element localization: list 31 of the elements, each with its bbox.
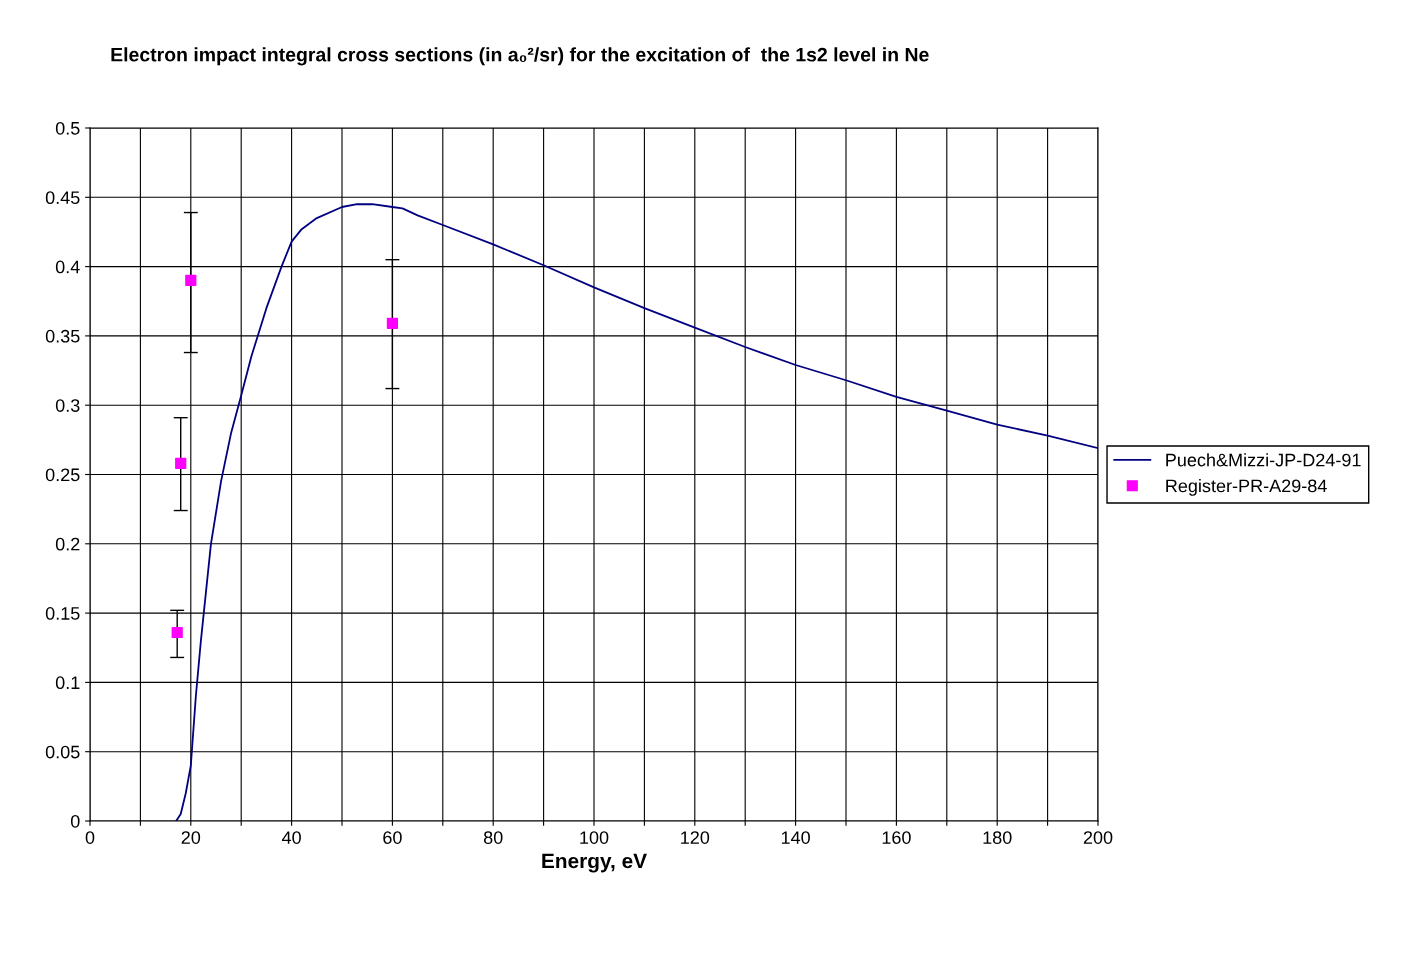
x-tick-label: 80 — [483, 831, 503, 844]
y-tick-label: 0.2 — [55, 537, 80, 551]
y-tick-label: 0.4 — [55, 260, 80, 274]
x-tick-label: 160 — [882, 831, 911, 844]
x-tick-label: 180 — [983, 831, 1012, 844]
x-tick-label: 20 — [181, 831, 201, 844]
legend-label: Register-PR-A29-84 — [1166, 479, 1327, 496]
y-tick-label: 0.3 — [55, 399, 80, 412]
line-series — [175, 203, 1098, 821]
y-tick-label: 0.15 — [45, 607, 80, 620]
point — [175, 457, 187, 470]
y-tick-label: 0.5 — [55, 121, 80, 135]
x-tick-label: 200 — [1083, 831, 1113, 844]
x-axis-title: Energy, eV — [542, 853, 647, 873]
legend-label: Puech&Mizzi-JP-D24-91 — [1166, 453, 1361, 467]
point — [171, 626, 183, 639]
x-tick-label: 0 — [85, 831, 95, 844]
x-tick-label: 120 — [681, 831, 710, 844]
x-tick-label: 60 — [383, 831, 402, 844]
point — [185, 274, 197, 287]
y-tick-label: 0.25 — [45, 468, 80, 482]
x-tick-label: 40 — [281, 831, 301, 844]
y-tick-label: 0.35 — [45, 329, 80, 343]
chart-title: Electron impact integral cross sections (in a₀²/sr) for the excitation of the 1s2 level in Ne — [111, 47, 929, 66]
y-tick-label: 0.1 — [55, 676, 80, 690]
x-tick-label: 140 — [781, 831, 810, 844]
point — [386, 317, 399, 330]
x-tick-label: 100 — [580, 831, 609, 844]
y-tick-label: 0 — [70, 814, 80, 828]
y-tick-label: 0.05 — [45, 745, 80, 759]
y-tick-label: 0.45 — [45, 191, 80, 205]
